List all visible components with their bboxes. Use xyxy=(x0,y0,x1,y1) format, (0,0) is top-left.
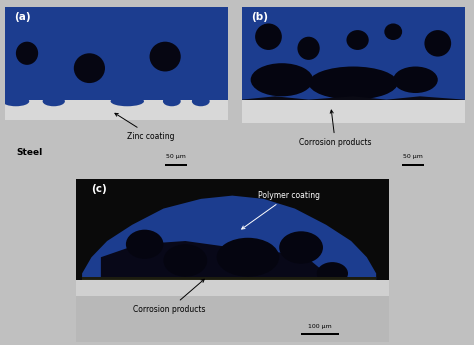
Text: 50 μm: 50 μm xyxy=(166,154,186,159)
Ellipse shape xyxy=(251,63,313,96)
Bar xyxy=(82,279,376,283)
Ellipse shape xyxy=(424,30,451,57)
Bar xyxy=(5,7,228,27)
Ellipse shape xyxy=(393,67,438,93)
Ellipse shape xyxy=(74,53,105,83)
Ellipse shape xyxy=(2,96,29,106)
Ellipse shape xyxy=(149,42,181,71)
Text: (a): (a) xyxy=(14,12,30,22)
Ellipse shape xyxy=(16,42,38,65)
Text: (b): (b) xyxy=(251,12,268,22)
Bar xyxy=(5,100,228,123)
Text: Steel: Steel xyxy=(16,148,42,157)
Polygon shape xyxy=(101,241,326,280)
Ellipse shape xyxy=(163,96,181,106)
Ellipse shape xyxy=(317,262,348,285)
Text: 100 μm: 100 μm xyxy=(308,324,332,328)
Text: Corrosion products: Corrosion products xyxy=(134,279,206,314)
Ellipse shape xyxy=(279,231,323,264)
Bar xyxy=(76,293,389,342)
Text: Zinc coating: Zinc coating xyxy=(115,113,175,140)
Ellipse shape xyxy=(346,30,369,50)
Text: Polymer coating: Polymer coating xyxy=(242,191,319,229)
Bar xyxy=(242,123,465,172)
Ellipse shape xyxy=(217,238,279,277)
Bar xyxy=(5,119,228,172)
Bar xyxy=(301,333,338,335)
Bar xyxy=(402,164,424,166)
Ellipse shape xyxy=(298,37,319,60)
Bar xyxy=(165,164,187,166)
Ellipse shape xyxy=(384,23,402,40)
Ellipse shape xyxy=(126,230,164,259)
Polygon shape xyxy=(242,96,465,123)
Polygon shape xyxy=(82,196,376,280)
Bar xyxy=(242,100,465,126)
Text: Corrosion products: Corrosion products xyxy=(299,110,372,147)
Text: (c): (c) xyxy=(91,184,107,194)
Bar xyxy=(82,277,376,283)
Ellipse shape xyxy=(192,96,210,106)
Ellipse shape xyxy=(43,96,65,106)
Bar xyxy=(242,98,465,103)
Ellipse shape xyxy=(164,244,207,277)
Bar xyxy=(76,280,389,296)
Ellipse shape xyxy=(309,67,398,100)
Bar xyxy=(5,7,228,103)
Ellipse shape xyxy=(110,96,144,106)
Ellipse shape xyxy=(255,23,282,50)
Bar xyxy=(242,7,465,98)
Text: 50 μm: 50 μm xyxy=(403,154,423,159)
